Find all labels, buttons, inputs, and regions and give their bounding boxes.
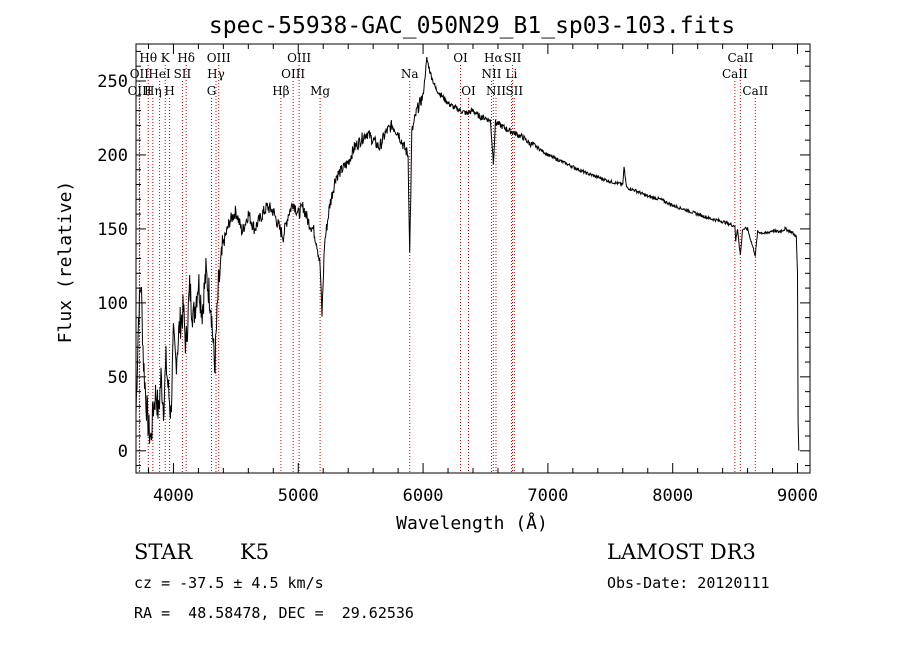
marker-label-3: Hη [144, 84, 162, 98]
marker-label-26: CaII [722, 67, 748, 81]
marker-label-23: NII [486, 84, 506, 98]
x-tick-label-4: 8000 [652, 486, 693, 506]
marker-label-7: Hδ [177, 51, 195, 65]
obs-date: Obs-Date: 20120111 [607, 574, 770, 592]
y-axis-label: Flux (relative) [55, 181, 76, 344]
x-tick-label-2: 6000 [403, 486, 444, 506]
marker-label-16: Na [401, 67, 419, 81]
x-tick-label-5: 9000 [777, 486, 818, 506]
marker-label-12: OIII [287, 51, 311, 65]
marker-label-2: OIII [128, 84, 152, 98]
marker-label-9: OIII [207, 51, 231, 65]
survey-name: LAMOST DR3 [607, 540, 756, 564]
y-tick-label-2: 100 [97, 294, 128, 314]
marker-label-22: Li [506, 67, 518, 81]
marker-label-27: CaII [742, 84, 768, 98]
y-tick-label-1: 50 [108, 368, 128, 388]
marker-label-11: G [207, 84, 217, 98]
marker-label-4: K [161, 51, 171, 65]
plot-frame [135, 43, 811, 474]
marker-label-6: H [164, 84, 174, 98]
object-class: STAR [134, 540, 193, 564]
marker-label-18: OI [461, 84, 476, 98]
marker-label-10: Hγ [207, 67, 225, 81]
marker-label-0: Hθ [139, 51, 157, 65]
marker-label-17: OI [453, 51, 468, 65]
marker-label-13: OIII [281, 67, 305, 81]
velocity-readout: cz = -37.5 ± 4.5 km/s [134, 574, 324, 592]
marker-label-14: Hβ [272, 84, 289, 98]
marker-label-15: Mg [310, 84, 330, 98]
marker-label-19: Hα [484, 51, 503, 65]
marker-label-25: CaII [727, 51, 753, 65]
y-tick-label-0: 0 [118, 442, 128, 462]
x-axis-label: Wavelength (Å) [396, 512, 548, 534]
x-tick-label-0: 4000 [153, 486, 194, 506]
marker-label-21: NII [481, 67, 501, 81]
x-tick-label-1: 5000 [278, 486, 319, 506]
axis-ticks: 4000 5000 6000 7000 8000 9000 0 50 100 150 200 250 [97, 44, 818, 506]
flux-series-line [135, 56, 800, 451]
y-tick-label-5: 250 [97, 72, 128, 92]
marker-label-24: SII [505, 84, 523, 98]
x-tick-label-3: 7000 [527, 486, 568, 506]
chart-title: spec-55938-GAC_050N29_B1_sp03-103.fits [209, 13, 735, 39]
marker-label-8: SII [174, 67, 192, 81]
marker-label-20: SII [504, 51, 522, 65]
coordinates: RA = 48.58478, DEC = 29.62536 [134, 604, 414, 622]
y-tick-label-3: 150 [97, 220, 128, 240]
marker-label-5: HeI [148, 67, 171, 81]
y-tick-label-4: 200 [97, 146, 128, 166]
marker-label-1: OII [130, 67, 150, 81]
subclass: K5 [240, 540, 270, 564]
